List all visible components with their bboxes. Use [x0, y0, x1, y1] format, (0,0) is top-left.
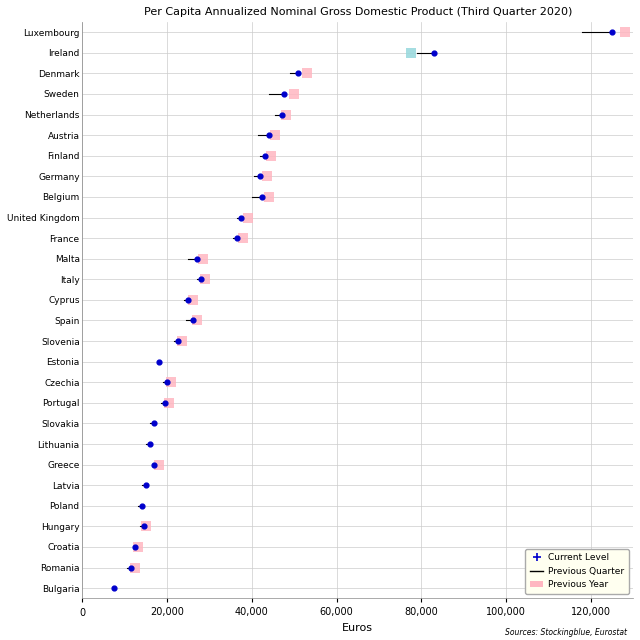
- Point: [257, 192, 268, 202]
- X-axis label: Euros: Euros: [342, 623, 373, 633]
- Point: [289, 89, 300, 99]
- Point: [177, 336, 187, 346]
- Point: [166, 377, 177, 387]
- Point: [149, 460, 159, 470]
- Point: [232, 233, 242, 243]
- Point: [238, 233, 248, 243]
- Point: [131, 563, 141, 573]
- Point: [145, 439, 156, 449]
- Point: [131, 542, 141, 552]
- Point: [276, 109, 287, 120]
- Point: [293, 68, 303, 79]
- Legend: Current Level, Previous Quarter, Previous Year: Current Level, Previous Quarter, Previou…: [525, 549, 628, 594]
- Point: [162, 377, 172, 387]
- Point: [109, 583, 119, 593]
- Point: [255, 172, 266, 182]
- Point: [607, 27, 617, 37]
- Point: [278, 89, 289, 99]
- Point: [183, 295, 193, 305]
- Point: [243, 212, 253, 223]
- Point: [141, 521, 151, 531]
- Point: [264, 130, 274, 140]
- Point: [236, 212, 246, 223]
- Point: [192, 316, 202, 326]
- Point: [160, 397, 170, 408]
- Point: [200, 274, 211, 284]
- Point: [137, 500, 147, 511]
- Point: [196, 274, 206, 284]
- Point: [302, 68, 312, 79]
- Point: [406, 47, 416, 58]
- Point: [164, 397, 175, 408]
- Point: [262, 172, 272, 182]
- Point: [173, 336, 183, 346]
- Point: [264, 192, 274, 202]
- Point: [192, 253, 202, 264]
- Point: [132, 542, 143, 552]
- Point: [429, 47, 439, 58]
- Point: [154, 356, 164, 367]
- Point: [149, 419, 159, 429]
- Point: [198, 253, 208, 264]
- Point: [154, 460, 164, 470]
- Point: [188, 295, 198, 305]
- Title: Per Capita Annualized Nominal Gross Domestic Product (Third Quarter 2020): Per Capita Annualized Nominal Gross Dome…: [143, 7, 572, 17]
- Point: [139, 521, 149, 531]
- Point: [141, 480, 151, 490]
- Point: [270, 130, 280, 140]
- Point: [620, 27, 630, 37]
- Point: [126, 563, 136, 573]
- Point: [281, 109, 291, 120]
- Point: [259, 150, 269, 161]
- Point: [266, 150, 276, 161]
- Text: Sources: Stockingblue, Eurostat: Sources: Stockingblue, Eurostat: [505, 628, 627, 637]
- Point: [188, 316, 198, 326]
